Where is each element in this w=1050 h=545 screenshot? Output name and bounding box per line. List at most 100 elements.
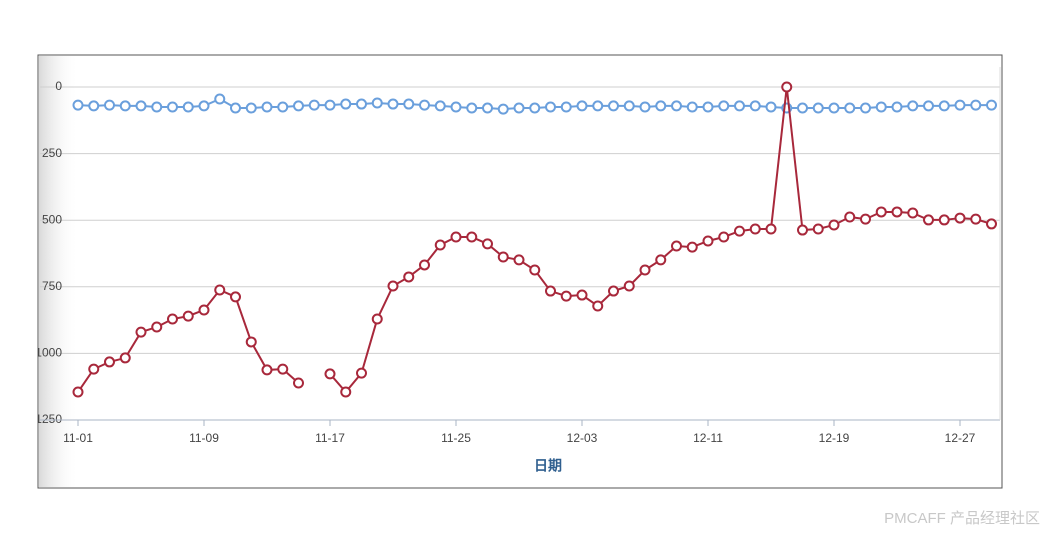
data-point bbox=[812, 223, 824, 235]
data-point bbox=[277, 363, 289, 375]
data-point bbox=[970, 99, 982, 111]
data-point bbox=[450, 101, 462, 113]
data-point bbox=[608, 100, 619, 112]
data-point bbox=[230, 102, 241, 114]
data-point bbox=[419, 259, 430, 271]
data-point bbox=[844, 211, 856, 223]
data-point bbox=[182, 101, 194, 113]
data-point bbox=[765, 101, 777, 113]
data-point bbox=[104, 99, 115, 111]
data-point bbox=[434, 239, 446, 251]
data-point bbox=[167, 101, 178, 113]
data-point bbox=[167, 313, 178, 325]
data-point bbox=[482, 102, 493, 114]
data-point bbox=[371, 313, 383, 325]
data-point bbox=[88, 100, 100, 112]
x-tick-label: 12-03 bbox=[567, 431, 598, 445]
data-point bbox=[875, 101, 887, 113]
data-point bbox=[277, 101, 289, 113]
data-point bbox=[671, 100, 682, 112]
data-point bbox=[497, 103, 509, 115]
data-point bbox=[781, 81, 793, 93]
data-point bbox=[387, 98, 399, 110]
y-tick-label: 0 bbox=[55, 79, 62, 93]
data-point bbox=[986, 218, 997, 230]
data-point bbox=[592, 300, 604, 312]
data-point bbox=[718, 231, 730, 243]
data-point bbox=[529, 102, 541, 114]
watermark: PMCAFF 产品经理社区 bbox=[884, 510, 1040, 527]
data-point bbox=[702, 101, 714, 113]
data-point bbox=[450, 231, 462, 243]
data-point bbox=[592, 100, 604, 112]
data-point bbox=[482, 238, 493, 250]
x-tick-label: 11-17 bbox=[315, 431, 345, 445]
data-point bbox=[797, 224, 808, 236]
x-axis-title: 日期 bbox=[534, 458, 562, 474]
frame bbox=[37, 54, 1003, 489]
data-point bbox=[970, 213, 982, 225]
data-point bbox=[923, 100, 934, 112]
y-tick-label: 1250 bbox=[35, 412, 62, 426]
data-point bbox=[513, 254, 525, 266]
data-point bbox=[72, 99, 84, 111]
data-point bbox=[671, 240, 682, 252]
data-point bbox=[182, 310, 194, 322]
data-point bbox=[686, 241, 698, 253]
data-point bbox=[938, 100, 950, 112]
data-point bbox=[797, 102, 808, 114]
data-point bbox=[860, 102, 871, 114]
y-tick-label: 750 bbox=[42, 279, 62, 293]
data-point bbox=[403, 271, 415, 283]
data-point bbox=[198, 100, 210, 112]
data-point bbox=[576, 100, 588, 112]
data-point bbox=[88, 363, 100, 375]
data-point bbox=[356, 98, 367, 110]
data-point bbox=[954, 212, 966, 224]
y-tick-label: 250 bbox=[42, 146, 62, 160]
data-point bbox=[119, 352, 131, 364]
data-point bbox=[245, 102, 257, 114]
data-point bbox=[293, 377, 304, 389]
data-point bbox=[72, 386, 84, 398]
data-point bbox=[387, 280, 399, 292]
data-point bbox=[497, 251, 509, 263]
data-point bbox=[545, 285, 556, 297]
data-point bbox=[765, 223, 777, 235]
data-point bbox=[875, 206, 887, 218]
data-point bbox=[702, 235, 714, 247]
data-point bbox=[135, 100, 147, 112]
data-point bbox=[340, 386, 352, 398]
data-point bbox=[749, 100, 761, 112]
data-point bbox=[513, 102, 525, 114]
x-tick-label: 12-27 bbox=[945, 431, 976, 445]
data-point bbox=[608, 285, 619, 297]
data-point bbox=[734, 100, 745, 112]
data-point bbox=[828, 219, 840, 231]
data-point bbox=[623, 100, 635, 112]
data-point bbox=[844, 102, 856, 114]
data-point bbox=[119, 100, 131, 112]
data-point bbox=[434, 100, 446, 112]
data-point bbox=[655, 100, 667, 112]
x-tick-label: 11-01 bbox=[63, 431, 93, 445]
data-point bbox=[891, 206, 903, 218]
x-tick-label: 12-11 bbox=[693, 431, 723, 445]
data-point bbox=[214, 93, 226, 105]
data-point bbox=[151, 321, 163, 333]
data-point bbox=[749, 223, 761, 235]
data-point bbox=[198, 304, 210, 316]
data-point bbox=[261, 101, 273, 113]
data-point bbox=[293, 100, 304, 112]
data-point bbox=[623, 280, 635, 292]
data-point bbox=[907, 207, 919, 219]
data-point bbox=[655, 254, 667, 266]
x-tick-label: 11-09 bbox=[189, 431, 219, 445]
data-point bbox=[308, 99, 320, 111]
data-point bbox=[718, 100, 730, 112]
data-point bbox=[403, 98, 415, 110]
data-point bbox=[907, 100, 919, 112]
y-tick-label: 500 bbox=[42, 212, 62, 226]
data-point bbox=[576, 289, 588, 301]
